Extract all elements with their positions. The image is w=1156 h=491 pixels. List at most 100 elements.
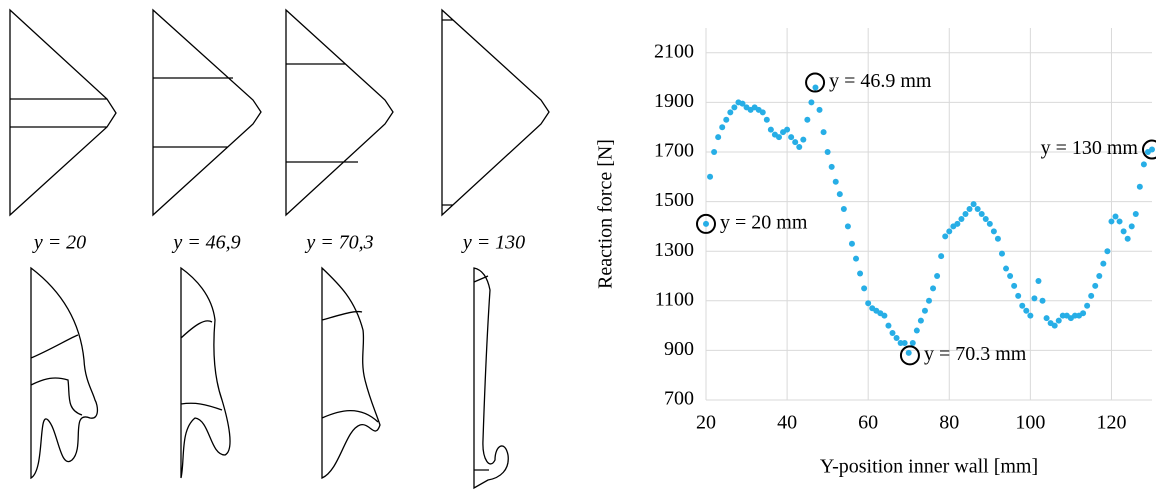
data-point: [800, 137, 806, 143]
data-point: [719, 124, 725, 130]
data-point: [760, 109, 766, 115]
data-point: [1007, 273, 1013, 279]
data-point: [975, 206, 981, 212]
data-point: [926, 298, 932, 304]
annotation-label: y = 46.9 mm: [829, 70, 932, 92]
x-tick-label: 60: [858, 412, 878, 434]
data-point: [881, 313, 887, 319]
data-point: [962, 211, 968, 217]
data-point: [938, 253, 944, 259]
data-point: [784, 127, 790, 133]
deformed-shape: [181, 268, 230, 478]
data-point: [1129, 223, 1135, 229]
deformed-shape: [474, 268, 508, 488]
data-point: [1133, 211, 1139, 217]
data-point: [1125, 236, 1131, 242]
data-point: [1092, 283, 1098, 289]
data-point: [1121, 228, 1127, 234]
data-point: [918, 318, 924, 324]
data-point: [731, 104, 737, 110]
data-point: [1141, 161, 1147, 167]
x-axis-label: Y-position inner wall [mm]: [820, 456, 1038, 478]
data-point: [1027, 313, 1033, 319]
data-point: [958, 216, 964, 222]
data-point: [906, 350, 912, 356]
data-point: [829, 164, 835, 170]
data-point: [707, 174, 713, 180]
data-point: [1084, 303, 1090, 309]
section-shape: [10, 10, 116, 215]
data-point: [776, 134, 782, 140]
data-point: [853, 256, 859, 262]
data-point: [1096, 273, 1102, 279]
annotation-label: y = 130 mm: [1041, 137, 1139, 159]
y-tick-label: 900: [664, 338, 694, 360]
deformed-shape: [31, 268, 97, 478]
data-point: [821, 129, 827, 135]
section-shape: [286, 10, 393, 215]
data-point: [946, 228, 952, 234]
panel-label: y = 20: [32, 232, 86, 254]
data-point: [1080, 310, 1086, 316]
data-point: [1113, 213, 1119, 219]
data-point: [983, 216, 989, 222]
x-tick-label: 100: [1015, 412, 1045, 434]
data-point: [942, 233, 948, 239]
data-point: [808, 99, 814, 105]
y-tick-label: 2100: [654, 40, 694, 62]
data-point: [825, 149, 831, 155]
data-point: [833, 179, 839, 185]
data-point: [1044, 315, 1050, 321]
data-point: [894, 335, 900, 341]
data-point: [914, 328, 920, 334]
data-point: [930, 285, 936, 291]
section-shape: [442, 10, 549, 215]
panel-label: y = 70,3: [304, 232, 373, 254]
data-point: [715, 134, 721, 140]
figure: y = 20y = 46,9y = 70,3y = 13070090011001…: [0, 0, 1156, 491]
y-tick-label: 1700: [654, 140, 694, 162]
data-point: [703, 221, 709, 227]
x-tick-label: 120: [1096, 412, 1126, 434]
y-tick-label: 1900: [654, 90, 694, 112]
y-tick-label: 1300: [654, 239, 694, 261]
data-point: [1149, 147, 1155, 153]
data-point: [1011, 283, 1017, 289]
data-point: [768, 127, 774, 133]
y-tick-label: 1100: [655, 288, 694, 310]
data-point: [1023, 308, 1029, 314]
data-point: [865, 300, 871, 306]
data-point: [804, 117, 810, 123]
data-point: [902, 340, 908, 346]
y-tick-label: 1500: [654, 189, 694, 211]
annotation-label: y = 20 mm: [720, 212, 808, 234]
data-point: [885, 323, 891, 329]
data-point: [1052, 323, 1058, 329]
data-point: [1015, 293, 1021, 299]
data-point: [727, 109, 733, 115]
data-point: [861, 285, 867, 291]
data-point: [979, 211, 985, 217]
data-point: [1137, 184, 1143, 190]
data-point: [845, 223, 851, 229]
data-point: [796, 144, 802, 150]
y-tick-label: 700: [664, 388, 694, 410]
data-point: [841, 206, 847, 212]
data-point: [837, 191, 843, 197]
data-point: [764, 117, 770, 123]
data-point: [910, 340, 916, 346]
data-point: [812, 85, 818, 91]
data-point: [1108, 218, 1114, 224]
y-axis-label: Reaction force [N]: [595, 139, 617, 289]
x-tick-label: 20: [696, 412, 716, 434]
data-point: [792, 139, 798, 145]
data-point: [954, 221, 960, 227]
data-point: [995, 236, 1001, 242]
data-point: [1056, 318, 1062, 324]
section-shape: [153, 10, 261, 215]
data-point: [1019, 303, 1025, 309]
data-point: [723, 117, 729, 123]
data-point: [1088, 293, 1094, 299]
data-point: [890, 330, 896, 336]
data-point: [934, 273, 940, 279]
